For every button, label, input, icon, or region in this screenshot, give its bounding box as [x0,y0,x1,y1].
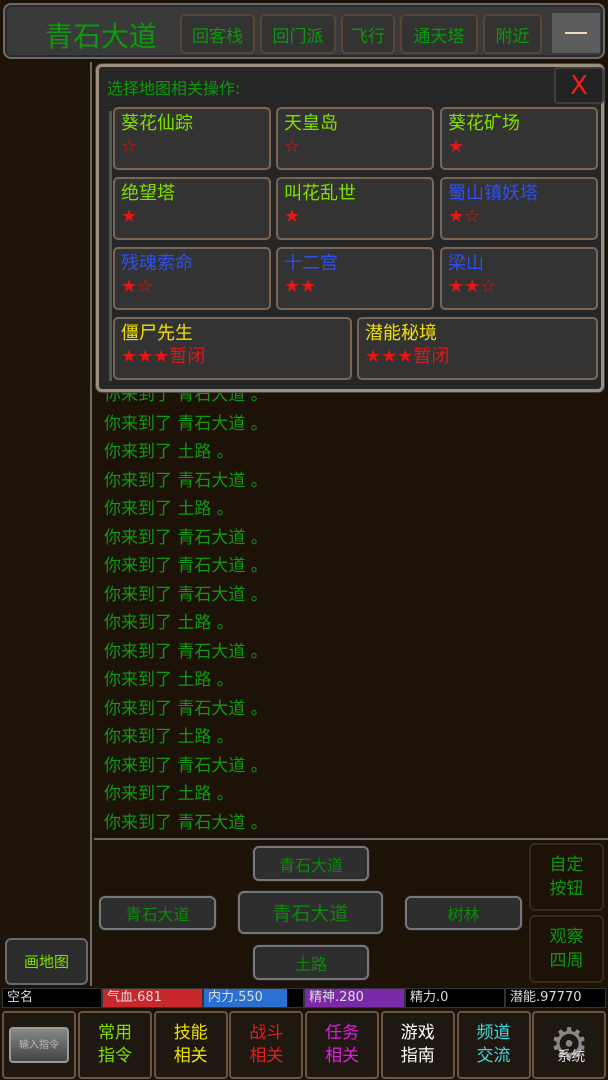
status-hp: 气血.681 [102,988,203,1008]
menu-button[interactable]: 常用 指令 [78,1011,152,1079]
menu-button[interactable]: 游戏 指南 [380,1011,455,1079]
status-energy: 精力.0 [405,988,505,1008]
map-name: 天皇岛 [284,113,338,134]
map-name: 葵花仙踪 [121,113,193,134]
map-name: 叫花乱世 [284,183,356,204]
map-option[interactable]: 僵尸先生 ★★★暂闭 [113,317,352,380]
difficulty-stars: ★☆ [448,206,481,227]
input-command-button[interactable]: 输入指令 [2,1011,76,1079]
map-name: 梁山 [448,253,484,274]
difficulty-stars: ★☆ [121,276,154,297]
minimize-button[interactable] [552,13,600,53]
gear-icon: ⚙ 系统 [549,1019,589,1070]
minus-icon [565,32,587,34]
log-line: 你来到了 青石大道 。 [104,812,268,833]
map-option[interactable]: 潜能秘境 ★★★暂闭 [357,317,598,380]
map-option[interactable]: 残魂索命 ★☆ [113,247,271,310]
look-around-button[interactable]: 观察 四周 [529,915,604,983]
exit-south-button[interactable]: 土路 [253,945,369,980]
map-option[interactable]: 葵花仙踪 ☆ [113,107,271,170]
difficulty-stars: ★ [284,206,301,227]
status-potential: 潜能.97770 [505,988,606,1008]
map-select-dialog: 选择地图相关操作: X 葵花仙踪 ☆ 天皇岛 ☆ 葵花矿场 ★ 绝望塔 ★ 叫花乱世 ★ 蜀山镇妖塔… [96,64,604,392]
log-line: 你来到了 土路 。 [104,442,234,462]
difficulty-stars: ★★★暂闭 [121,346,206,367]
exit-west-button[interactable]: 青石大道 [99,896,216,930]
return-sect-button[interactable]: 回门派 [260,14,336,54]
menu-button[interactable]: 任务 相关 [305,1011,380,1079]
difficulty-stars: ☆ [121,136,138,157]
status-mp: 内力.550 [203,988,304,1008]
difficulty-stars: ★ [448,136,465,157]
log-line: 你来到了 土路 。 [104,670,234,690]
nearby-button[interactable]: 附近 [483,14,542,54]
map-name: 绝望塔 [121,183,175,204]
system-button[interactable]: ⚙ 系统 [532,1011,606,1079]
dialog-title: 选择地图相关操作: [107,79,241,98]
map-option[interactable]: 葵花矿场 ★ [440,107,598,170]
map-name: 僵尸先生 [121,323,193,344]
tower-button[interactable]: 通天塔 [400,14,478,54]
log-line: 你来到了 青石大道 。 [104,413,268,434]
message-log[interactable]: 你来到了 青石大道 。你来到了 青石大道 。你来到了 土路 。你来到了 青石大道… [94,62,608,838]
log-line: 你来到了 青石大道 。 [104,470,268,491]
difficulty-stars: ★★☆ [448,276,497,297]
bottom-menu: 输入指令 常用 指令 技能 相关 战斗 相关 任务 相关 游戏 指南 频道 交流 ⚙ 系统 [0,1010,608,1080]
difficulty-stars: ★★ [284,276,317,297]
log-line: 你来到了 青石大道 。 [104,556,268,576]
custom-button[interactable]: 自定 按钮 [529,843,604,911]
map-option[interactable]: 十二宫 ★★ [276,247,434,310]
left-panel [0,62,92,986]
fly-button[interactable]: 飞行 [341,14,395,54]
status-bar: 空名 气血.681 内力.550 精神.280 精力.0 潜能.97770 [0,988,608,1008]
map-option[interactable]: 天皇岛 ☆ [276,107,434,170]
log-line: 你来到了 土路 。 [104,613,234,633]
log-line: 你来到了 青石大道 。 [104,698,268,719]
exit-north-button[interactable]: 青石大道 [253,846,369,881]
status-spirit: 精神.280 [304,988,405,1008]
map-name: 残魂索命 [121,253,193,274]
log-line: 你来到了 青石大道 。 [104,527,268,548]
difficulty-stars: ★★★暂闭 [365,346,450,367]
map-name: 葵花矿场 [448,113,520,134]
location-title: 青石大道 [45,20,158,53]
map-option[interactable]: 叫花乱世 ★ [276,177,434,240]
map-name: 十二宫 [284,253,338,274]
close-button[interactable]: X [554,67,604,104]
log-line: 你来到了 青石大道 。 [104,755,268,776]
log-line: 你来到了 土路 。 [104,727,234,747]
menu-button[interactable]: 频道 交流 [456,1011,531,1079]
current-location-button[interactable]: 青石大道 [238,891,383,934]
difficulty-stars: ☆ [284,136,301,157]
menu-button[interactable]: 战斗 相关 [229,1011,304,1079]
exit-east-button[interactable]: 树林 [405,896,522,930]
map-option[interactable]: 蜀山镇妖塔 ★☆ [440,177,598,240]
difficulty-stars: ★ [121,206,138,227]
scrollbar[interactable] [109,111,112,381]
log-line: 你来到了 土路 。 [104,499,234,519]
return-inn-button[interactable]: 回客栈 [180,14,255,54]
menu-button[interactable]: 技能 相关 [153,1011,228,1079]
top-bar: 青石大道 回客栈 回门派 飞行 通天塔 附近 [3,3,605,59]
input-command-icon: 输入指令 [9,1027,69,1063]
map-option[interactable]: 梁山 ★★☆ [440,247,598,310]
log-line: 你来到了 土路 。 [104,784,234,804]
map-name: 潜能秘境 [365,323,437,344]
log-line: 你来到了 青石大道 。 [104,584,268,605]
status-name: 空名 [2,988,102,1008]
divider [94,838,608,840]
map-name: 蜀山镇妖塔 [448,183,538,204]
draw-map-button[interactable]: 画地图 [5,938,88,985]
log-line: 你来到了 青石大道 。 [104,641,268,662]
map-option[interactable]: 绝望塔 ★ [113,177,271,240]
